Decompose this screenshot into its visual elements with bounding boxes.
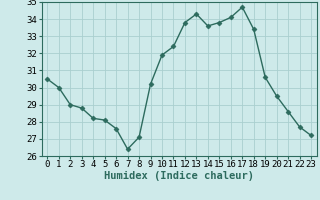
X-axis label: Humidex (Indice chaleur): Humidex (Indice chaleur) <box>104 171 254 181</box>
